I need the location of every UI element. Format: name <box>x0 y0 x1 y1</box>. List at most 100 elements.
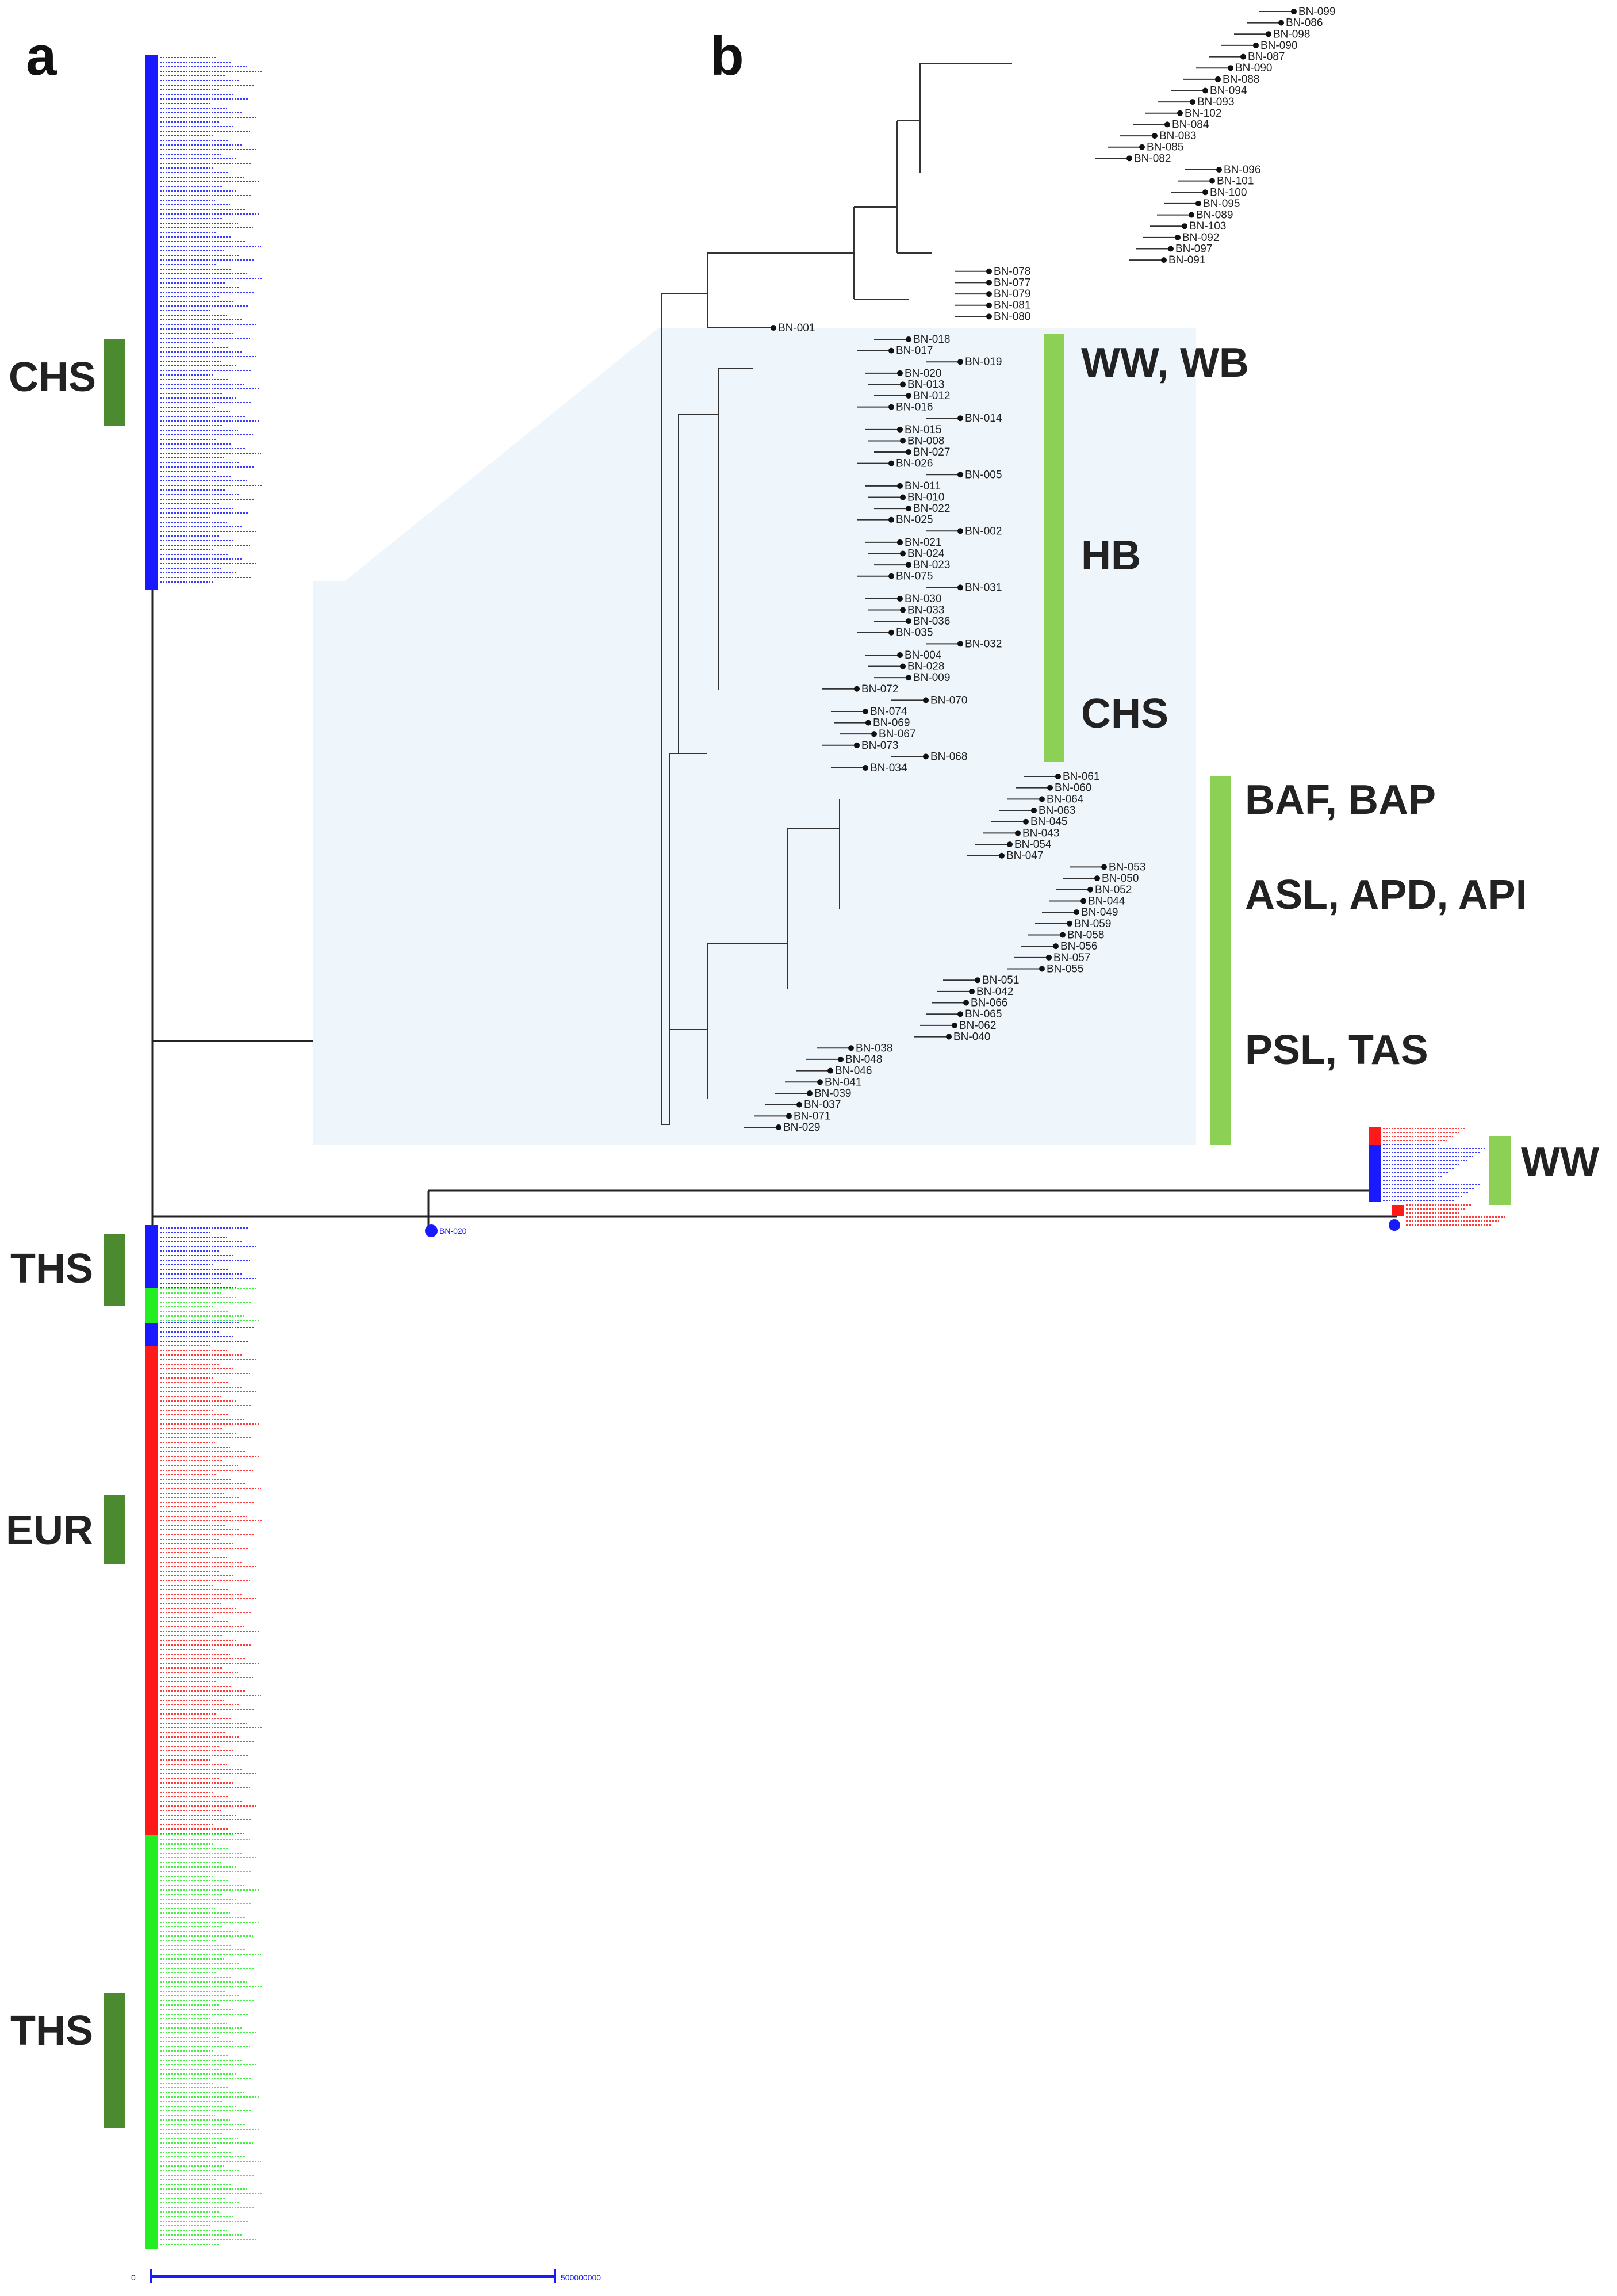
leaf-label: BN-101 <box>1217 175 1254 187</box>
group-label-chs: CHS <box>9 354 96 400</box>
panel-b-mid-leaves: BN-018BN-017BN-019BN-020BN-013BN-012BN-0… <box>822 334 1002 774</box>
leaf-label: BN-024 <box>907 548 945 560</box>
leaf-dot <box>865 720 871 726</box>
leaf-dot <box>897 539 903 545</box>
leaf-dot <box>986 313 992 320</box>
leaf-label: BN-002 <box>965 525 1002 537</box>
leaf-dot <box>897 595 903 602</box>
leaf-label: BN-082 <box>1134 152 1171 164</box>
leaf-label: BN-016 <box>896 401 933 414</box>
leaf-label: BN-041 <box>825 1076 861 1088</box>
leaf-dot <box>1031 808 1037 814</box>
leaf-dot <box>807 1090 813 1096</box>
leaf-label: BN-014 <box>965 412 1002 424</box>
leaf-label: BN-095 <box>1203 198 1240 210</box>
leaf-label: BN-062 <box>959 1020 996 1032</box>
leaf-label: BN-049 <box>1081 906 1118 919</box>
outlier-node-label: BN-020 <box>439 1226 467 1235</box>
leaf-dot <box>1195 200 1201 206</box>
clade-mixed-ths-green <box>145 1288 158 1323</box>
leaf-label: BN-094 <box>1210 85 1247 97</box>
group-bar-ths-2 <box>104 1993 125 2128</box>
group-bar-eur <box>104 1495 125 1564</box>
leaf-label: BN-087 <box>1248 51 1285 63</box>
leaf-label: BN-079 <box>994 288 1030 300</box>
leaf-dot <box>1202 189 1208 196</box>
clade-bottom-leaves <box>160 1227 262 2245</box>
leaf-label: BN-038 <box>856 1042 892 1054</box>
leaf-label: BN-020 <box>905 368 941 380</box>
leaf-label: BN-067 <box>879 728 915 740</box>
leaf-label: BN-028 <box>907 661 944 673</box>
leaf-label: BN-001 <box>778 322 815 334</box>
leaf-dot <box>1139 144 1145 150</box>
leaf-dot <box>1202 87 1208 94</box>
leaf-label: BN-060 <box>1055 782 1091 794</box>
panel-a-letter: a <box>26 25 57 87</box>
leaf-label: BN-080 <box>994 311 1030 323</box>
leaf-dot <box>888 516 894 523</box>
leaf-label: BN-096 <box>1224 164 1260 176</box>
leaf-dot <box>906 562 911 568</box>
leaf-label: BN-099 <box>1298 6 1335 18</box>
leaf-label: BN-075 <box>896 571 933 583</box>
leaf-label: BN-085 <box>1147 141 1183 154</box>
outlier-cluster-red <box>1369 1127 1381 1145</box>
leaf-dot <box>1253 42 1259 48</box>
leaf-label: BN-005 <box>965 469 1002 481</box>
clade-label-ww-wb: WW, WB <box>1081 340 1249 386</box>
leaf-label: BN-102 <box>1185 108 1221 120</box>
leaf-label: BN-033 <box>907 604 944 617</box>
leaf-label: BN-098 <box>1273 28 1310 40</box>
leaf-dot <box>900 494 906 500</box>
leaf-dot <box>1060 932 1066 938</box>
leaf-label: BN-030 <box>905 593 941 605</box>
leaf-label: BN-058 <box>1067 929 1104 941</box>
leaf-dot <box>1266 31 1271 37</box>
leaf-dot <box>986 291 992 297</box>
leaf-dot <box>1074 909 1079 916</box>
clade-label-asl-apd-api: ASL, APD, API <box>1245 872 1527 918</box>
leaf-dot <box>957 641 963 647</box>
leaf-label: BN-051 <box>982 974 1019 986</box>
leaf-label: BN-092 <box>1182 232 1219 244</box>
leaf-label: BN-013 <box>907 378 944 391</box>
leaf-dot <box>1278 20 1284 26</box>
leaf-dot <box>957 359 963 365</box>
leaf-dot <box>1189 212 1194 218</box>
leaf-dot <box>906 336 911 342</box>
leaf-dot <box>838 1056 844 1062</box>
leaf-label: BN-039 <box>814 1088 851 1100</box>
leaf-label: BN-047 <box>1006 850 1043 862</box>
leaf-label: BN-050 <box>1102 873 1139 885</box>
leaf-label: BN-015 <box>905 424 941 436</box>
leaf-dot <box>888 347 894 354</box>
outlier-cluster-red-2 <box>1392 1205 1404 1216</box>
leaf-label: BN-029 <box>783 1122 820 1134</box>
clade-label-chs: CHS <box>1081 691 1168 737</box>
leaf-dot <box>923 697 929 703</box>
leaf-label: BN-021 <box>905 537 941 549</box>
leaf-dot <box>848 1045 854 1051</box>
leaf-label: BN-023 <box>913 559 950 571</box>
leaf-dot <box>1087 886 1093 893</box>
leaf-dot <box>1023 818 1029 825</box>
leaf-label: BN-037 <box>804 1099 841 1111</box>
scale-bar-start: 0 <box>131 2273 136 2282</box>
panel-b-tree: BN-099BN-086BN-098BN-090BN-087BN-090BN-0… <box>661 6 1335 1134</box>
leaf-dot <box>1215 76 1221 82</box>
leaf-label: BN-018 <box>913 334 950 346</box>
leaf-label: BN-090 <box>1260 40 1297 52</box>
leaf-dot <box>1094 875 1100 882</box>
leaf-label: BN-017 <box>896 345 933 357</box>
leaf-label: BN-072 <box>861 683 898 695</box>
leaf-label: BN-031 <box>965 581 1002 594</box>
leaf-label: BN-045 <box>1030 816 1067 828</box>
group-bar-ths-1 <box>104 1234 125 1306</box>
leaf-dot <box>900 663 906 669</box>
leaf-label: BN-019 <box>965 356 1002 368</box>
leaf-dot <box>1240 53 1246 60</box>
leaf-dot <box>946 1034 952 1040</box>
panel-b-letter: b <box>710 25 744 87</box>
